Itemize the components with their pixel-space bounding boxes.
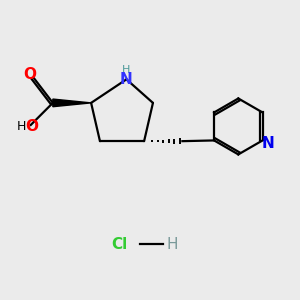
- Text: H: H: [166, 237, 178, 252]
- Text: N: N: [120, 72, 133, 87]
- Polygon shape: [53, 99, 91, 107]
- Text: Cl: Cl: [111, 237, 127, 252]
- Text: H: H: [16, 120, 26, 133]
- Text: O: O: [23, 68, 36, 82]
- Text: N: N: [262, 136, 274, 151]
- Text: O: O: [26, 119, 39, 134]
- Text: H: H: [122, 65, 130, 75]
